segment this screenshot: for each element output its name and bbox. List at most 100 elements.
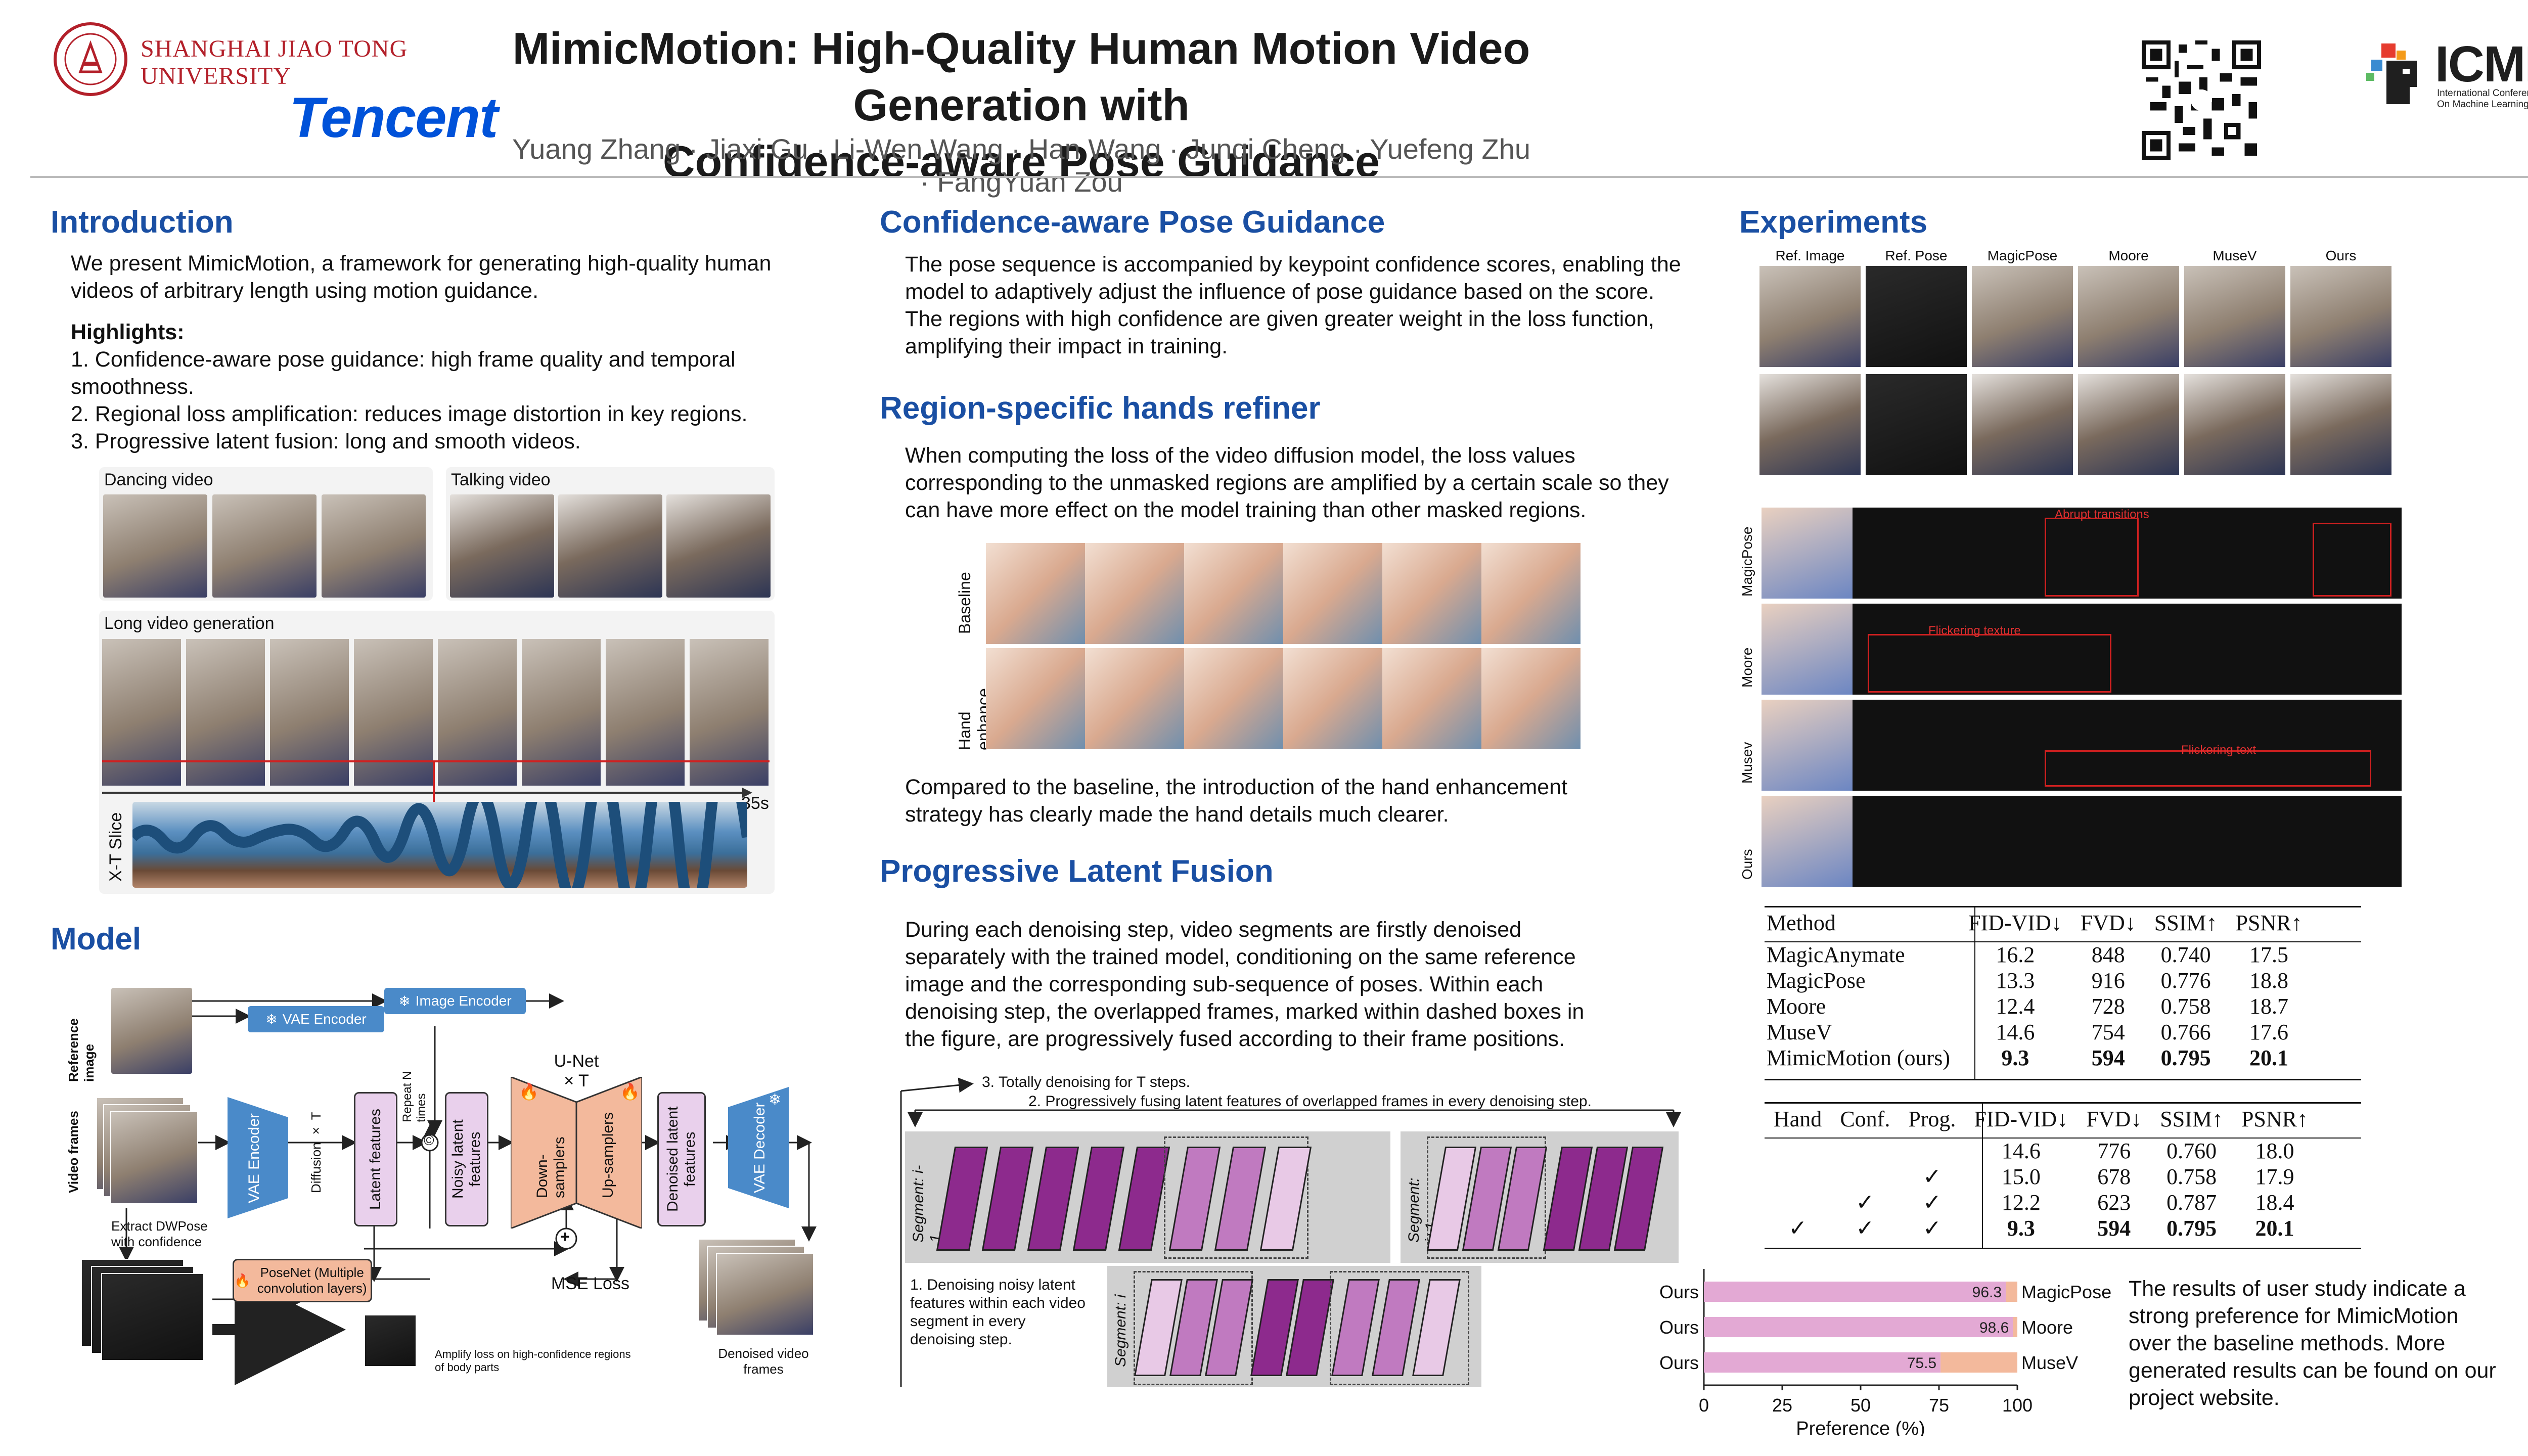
fusion-heading: Progressive Latent Fusion <box>880 854 1274 889</box>
highlights-label: Highlights: <box>71 320 185 344</box>
annotation-box <box>2045 518 2139 597</box>
table-cell: 14.6 <box>2001 1139 2041 1163</box>
repeat-label: Repeat N times <box>400 1071 428 1122</box>
pose-line: model to adaptively adjust the influence… <box>905 280 1655 304</box>
table-row: 14.6 776 0.760 18.0 <box>1765 1138 2317 1164</box>
hands-comparison: Baseline Hand enhance <box>956 538 1588 750</box>
annotation-box <box>2045 750 2371 787</box>
pose-guidance-text: The pose sequence is accompanied by keyp… <box>905 251 1681 360</box>
hand-crop <box>1283 543 1382 644</box>
plus-symbol: + <box>560 1227 570 1246</box>
x-tick-label: 25 <box>1772 1395 1792 1416</box>
user-study-line: generated results can be found on our <box>2129 1358 2496 1383</box>
intro-line: We present MimicMotion, a framework for … <box>71 251 772 276</box>
table-header: FID-VID↓ <box>1974 1107 2068 1131</box>
table-col-rule <box>1982 1102 1983 1248</box>
vae-decoder-text: VAE Decoder <box>751 1102 768 1193</box>
down-text: Down-samplers <box>534 1136 568 1198</box>
annotation-text: Abrupt transitions <box>2055 508 2149 521</box>
ref-frame <box>1762 508 1853 599</box>
qual-image <box>2184 374 2285 475</box>
table-cell: ✓ <box>1922 1190 1942 1215</box>
ref-frame <box>1762 700 1853 791</box>
highlight-line: smoothness. <box>71 375 194 399</box>
table-header: FVD↓ <box>2086 1107 2142 1131</box>
step1-line: denoising step. <box>910 1331 1012 1348</box>
table-cell: 0.795 <box>2166 1216 2217 1241</box>
table-cell: 18.8 <box>2249 968 2289 993</box>
ours-label: Ours <box>1659 1282 1699 1302</box>
xt-slice-label: X-T Slice <box>106 812 125 882</box>
highlight-line: 2. Regional loss amplification: reduces … <box>71 402 748 426</box>
table-rule <box>1765 941 2361 942</box>
data-label: 96.3 <box>1972 1284 2002 1301</box>
row-label: MagicPose <box>1739 526 1755 597</box>
video-frame <box>110 1111 198 1204</box>
hand-crop <box>1085 648 1184 749</box>
denoised-frame <box>716 1253 814 1336</box>
unet-times: × T <box>564 1071 589 1090</box>
table-cell: 9.3 <box>2007 1216 2035 1241</box>
annotation-text: Flickering texture <box>1928 624 2021 638</box>
long-frame <box>102 639 181 786</box>
table-cell: MagicAnymate <box>1767 942 1905 967</box>
annotation-box <box>1868 634 2111 693</box>
talking-video-panel: Talking video <box>446 467 775 601</box>
tencent-logo: Tencent <box>289 86 498 149</box>
intro-line: videos of arbitrary length using motion … <box>71 279 539 303</box>
long-frame <box>438 639 517 786</box>
table-cell: 18.0 <box>2255 1139 2294 1163</box>
table-cell: MuseV <box>1767 1020 1832 1044</box>
dance-frame <box>322 494 426 598</box>
sjtu-logo <box>53 21 128 97</box>
unet-text: U-Net <box>554 1052 599 1071</box>
fire-icon: 🔥 <box>234 1272 251 1288</box>
row-label: Moore <box>1739 647 1755 688</box>
step1-line: segment in every <box>910 1313 1026 1330</box>
temporal-row: Flickering text <box>1762 700 2402 791</box>
table-cell: 0.795 <box>2160 1045 2211 1070</box>
table-cell: 0.740 <box>2160 942 2211 967</box>
table-cell: 0.760 <box>2166 1139 2217 1163</box>
table-cell: 15.0 <box>2001 1164 2041 1189</box>
diffusion-label: Diffusion × T <box>308 1112 324 1193</box>
col-label: Ours <box>2325 248 2357 263</box>
hand-crop <box>1085 543 1184 644</box>
baseline-label: MagicPose <box>2021 1282 2111 1302</box>
table-header: FVD↓ <box>2080 911 2136 935</box>
table-row: ✓ 15.0 678 0.758 17.9 <box>1765 1164 2317 1190</box>
table-cell: Moore <box>1767 994 1826 1019</box>
table-row: MagicPose 13.3 916 0.776 18.8 <box>1765 968 2312 993</box>
step1-label: 1. Denoising noisy latent features withi… <box>910 1276 1086 1349</box>
confidence-map <box>364 1314 417 1367</box>
snowflake-icon: ❄ <box>265 1011 278 1027</box>
highlight-line: 1. Confidence-aware pose guidance: high … <box>71 347 736 372</box>
qual-image <box>2078 266 2179 367</box>
poster-title: MimicMotion: High-Quality Human Motion V… <box>506 20 1537 190</box>
table-header: Conf. <box>1840 1107 1890 1131</box>
table-cell: 678 <box>2097 1164 2131 1189</box>
table-cell: 623 <box>2097 1190 2131 1215</box>
long-frame <box>522 639 601 786</box>
talk-frame <box>666 494 771 598</box>
qr-code[interactable] <box>2142 40 2261 160</box>
introduction-heading: Introduction <box>51 205 234 240</box>
x-tick-label: 100 <box>2002 1395 2033 1416</box>
table-cell: MagicPose <box>1767 968 1866 993</box>
table-cell: 0.766 <box>2160 1020 2211 1044</box>
table-cell: 754 <box>2091 1020 2125 1044</box>
slice-line <box>102 760 770 762</box>
dance-frame <box>212 494 317 598</box>
extract-pose-label: Extract DWPose with confidence <box>111 1218 222 1250</box>
bar-ours <box>1704 1282 2006 1302</box>
denoised-frames-label: Denoised video frames <box>718 1346 809 1377</box>
hand-crop <box>1184 648 1283 749</box>
segment-cur-row: Segment: i <box>1107 1266 1481 1387</box>
col-label: MagicPose <box>1987 248 2058 263</box>
table-cell: 14.6 <box>1996 1020 2035 1044</box>
fusion-text: During each denoising step, video segmen… <box>905 916 1584 1053</box>
denoised-frames-stack <box>698 1239 819 1340</box>
hand-crop <box>1481 648 1581 749</box>
slice-pointer <box>433 762 435 806</box>
fire-icon: 🔥 <box>519 1082 539 1101</box>
